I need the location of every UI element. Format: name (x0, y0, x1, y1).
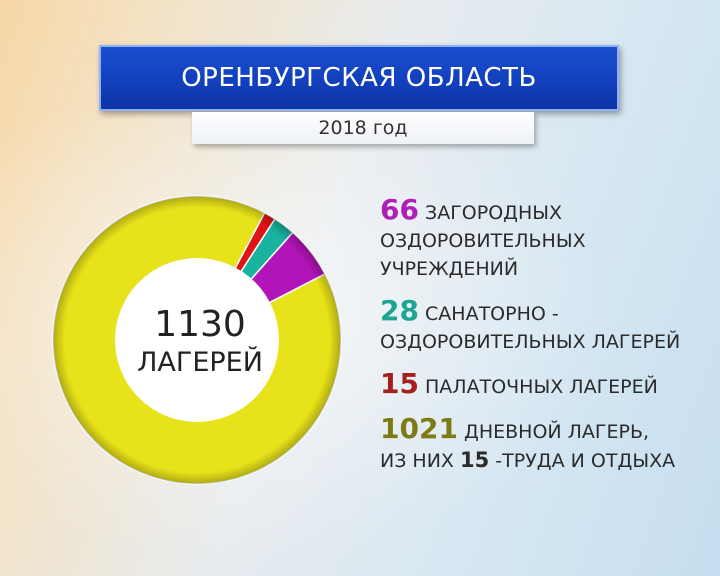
legend: 66 ЗАГОРОДНЫХ ОЗДОРОВИТЕЛЬНЫХ УЧРЕЖДЕНИЙ… (380, 196, 715, 489)
legend-text: ИЗ НИХ (380, 450, 454, 472)
legend-item-tent: 15 ПАЛАТОЧНЫХ ЛАГЕРЕЙ (380, 370, 715, 401)
total-label: ЛАГЕРЕЙ (137, 347, 263, 378)
legend-text: ОЗДОРОВИТЕЛЬНЫХ ЛАГЕРЕЙ (380, 331, 681, 353)
legend-text: -ТРУДА И ОТДЫХА (495, 450, 676, 472)
page-title: ОРЕНБУРГСКАЯ ОБЛАСТЬ (181, 63, 537, 93)
total-count: 1130 (154, 304, 246, 345)
year-label: 2018 год (318, 117, 408, 139)
title-banner: ОРЕНБУРГСКАЯ ОБЛАСТЬ (99, 45, 619, 111)
legend-item-day: 1021 ДНЕВНОЙ ЛАГЕРЬ, ИЗ НИХ 15 -ТРУДА И … (380, 415, 715, 475)
legend-inline-number: 15 (460, 448, 490, 472)
legend-text: УЧРЕЖДЕНИЙ (380, 258, 519, 280)
legend-text: ПАЛАТОЧНЫХ ЛАГЕРЕЙ (425, 376, 658, 398)
legend-number: 1021 (380, 412, 458, 445)
legend-item-sanatorium: 28 САНАТОРНО - ОЗДОРОВИТЕЛЬНЫХ ЛАГЕРЕЙ (380, 297, 715, 356)
legend-text: ЗАГОРОДНЫХ (425, 202, 563, 224)
legend-number: 66 (380, 193, 419, 226)
subtitle-banner: 2018 год (192, 112, 534, 144)
legend-number: 28 (380, 294, 419, 327)
legend-text: ДНЕВНОЙ ЛАГЕРЬ, (463, 421, 650, 443)
legend-number: 15 (380, 367, 419, 400)
legend-text: САНАТОРНО - (425, 303, 559, 325)
legend-text: ОЗДОРОВИТЕЛЬНЫХ (380, 230, 586, 252)
legend-item-country: 66 ЗАГОРОДНЫХ ОЗДОРОВИТЕЛЬНЫХ УЧРЕЖДЕНИЙ (380, 196, 715, 283)
donut-hole (115, 258, 279, 422)
